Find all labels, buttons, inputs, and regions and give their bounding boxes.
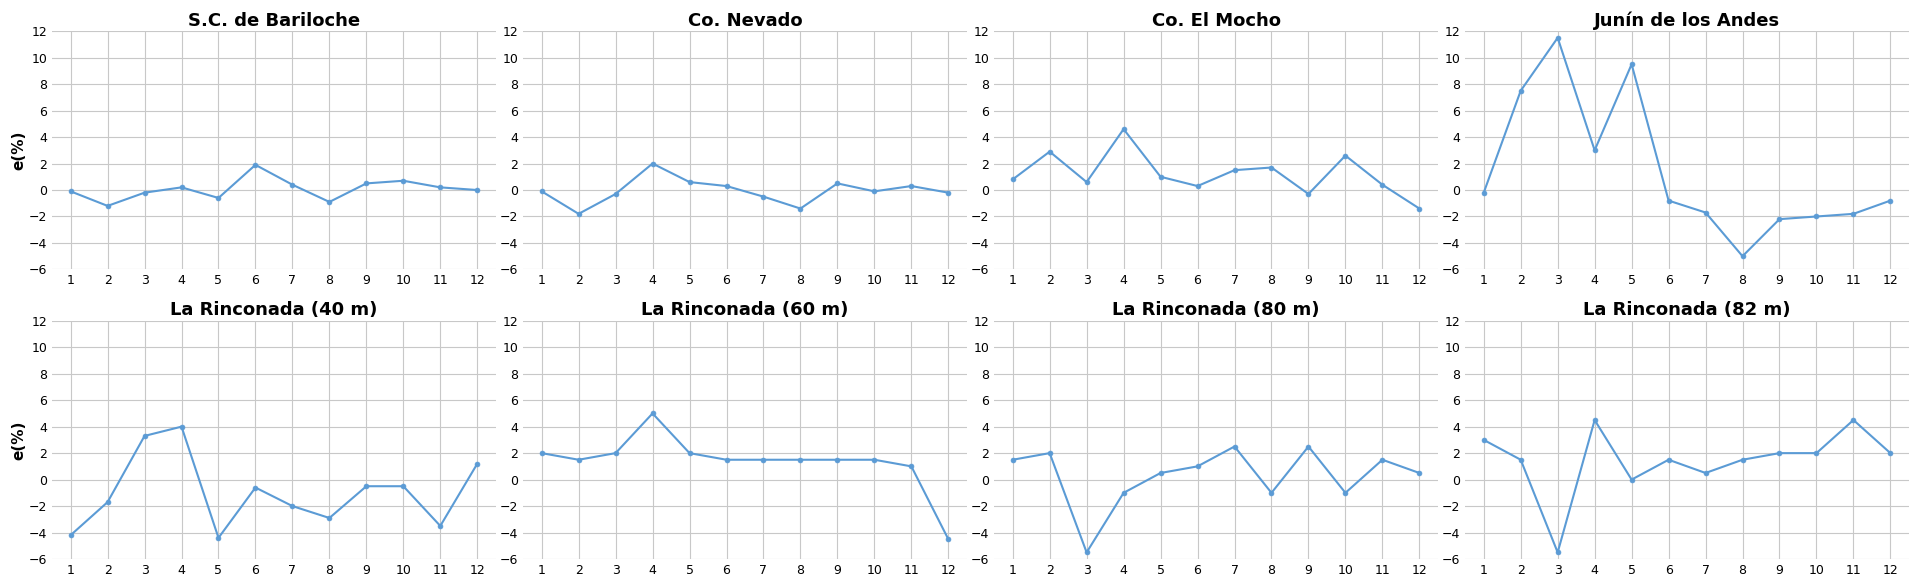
- Title: La Rinconada (40 m): La Rinconada (40 m): [171, 301, 378, 319]
- Title: La Rinconada (82 m): La Rinconada (82 m): [1584, 301, 1791, 319]
- Y-axis label: e(%): e(%): [12, 420, 27, 460]
- Title: Co. Nevado: Co. Nevado: [687, 12, 803, 29]
- Title: Junín de los Andes: Junín de los Andes: [1594, 11, 1780, 29]
- Y-axis label: e(%): e(%): [12, 131, 27, 170]
- Title: La Rinconada (80 m): La Rinconada (80 m): [1112, 301, 1319, 319]
- Title: Co. El Mocho: Co. El Mocho: [1152, 12, 1281, 29]
- Title: S.C. de Bariloche: S.C. de Bariloche: [188, 12, 361, 29]
- Title: La Rinconada (60 m): La Rinconada (60 m): [641, 301, 849, 319]
